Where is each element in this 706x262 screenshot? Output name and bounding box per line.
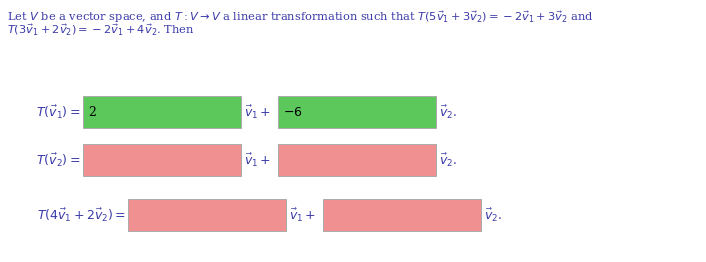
Text: $T(\vec{v}_2) = $: $T(\vec{v}_2) = $ (37, 151, 81, 169)
Text: 2: 2 (88, 106, 96, 118)
Text: $\vec{v}_1+$: $\vec{v}_1+$ (244, 103, 271, 121)
FancyBboxPatch shape (128, 199, 286, 231)
Text: $\vec{v}_2$.: $\vec{v}_2$. (484, 206, 502, 224)
FancyBboxPatch shape (83, 96, 241, 128)
FancyBboxPatch shape (323, 199, 481, 231)
Text: $T(\vec{v}_1) = $: $T(\vec{v}_1) = $ (37, 103, 81, 121)
FancyBboxPatch shape (83, 144, 241, 176)
Text: $-6$: $-6$ (283, 106, 303, 118)
Text: $T(3\vec{v}_1 + 2\vec{v}_2) = -2\vec{v}_1 + 4\vec{v}_2$. Then: $T(3\vec{v}_1 + 2\vec{v}_2) = -2\vec{v}_… (7, 23, 194, 38)
Text: $\vec{v}_1+$: $\vec{v}_1+$ (244, 151, 271, 169)
Text: Let $V$ be a vector space, and $T : V \rightarrow V$ a linear transformation suc: Let $V$ be a vector space, and $T : V \r… (7, 9, 594, 25)
Text: $T(4\vec{v}_1 + 2\vec{v}_2) = $: $T(4\vec{v}_1 + 2\vec{v}_2) = $ (37, 206, 126, 224)
FancyBboxPatch shape (278, 96, 436, 128)
Text: $\vec{v}_2$.: $\vec{v}_2$. (439, 103, 457, 121)
FancyBboxPatch shape (278, 144, 436, 176)
Text: $\vec{v}_1+$: $\vec{v}_1+$ (289, 206, 316, 224)
Text: $\vec{v}_2$.: $\vec{v}_2$. (439, 151, 457, 169)
